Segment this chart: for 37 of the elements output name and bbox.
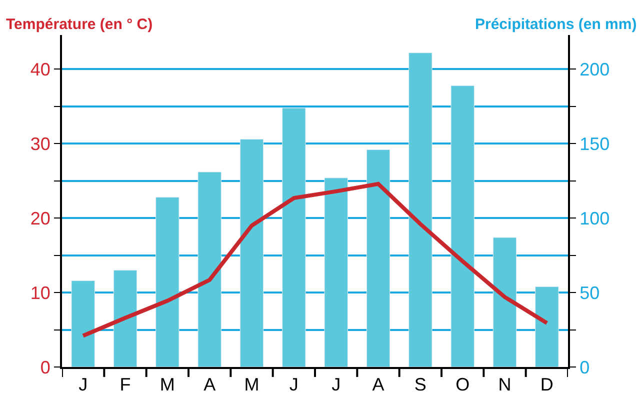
- bar: [535, 286, 559, 367]
- y-tick-label: 10: [30, 282, 50, 303]
- x-tick-label: O: [456, 374, 470, 395]
- bar: [156, 197, 180, 367]
- y-tick-label: 40: [30, 60, 50, 80]
- y2-axis-title: Précipitations (en mm): [475, 16, 637, 33]
- x-tick-label: A: [372, 374, 384, 395]
- y2-tick-label: 100: [580, 208, 610, 228]
- y2-tick-label: 200: [580, 60, 610, 80]
- y-tick-label: 0: [40, 357, 50, 378]
- y2-tick-label: 50: [580, 282, 600, 303]
- bar: [324, 178, 348, 367]
- y2-tick-label: 150: [580, 134, 610, 154]
- bar: [113, 270, 138, 367]
- bar: [282, 108, 306, 367]
- x-tick-label: J: [289, 374, 298, 395]
- y-tick-label: 30: [30, 134, 50, 154]
- x-tick-label: N: [498, 374, 512, 395]
- x-tick-label: A: [204, 374, 216, 395]
- x-tick-label: M: [244, 374, 260, 395]
- bar: [450, 85, 474, 367]
- bar: [408, 52, 432, 367]
- bar: [71, 280, 95, 367]
- x-tick-label: D: [540, 374, 554, 395]
- bar: [492, 237, 517, 367]
- x-tick-label: F: [120, 374, 131, 395]
- x-tick-label: M: [160, 374, 175, 395]
- y-tick-label: 20: [30, 208, 50, 228]
- x-tick-label: S: [414, 374, 426, 395]
- bar: [198, 172, 222, 367]
- x-tick-label: J: [78, 374, 88, 395]
- y-axis-title: Température (en ° C): [6, 16, 153, 33]
- line-series: [81, 182, 549, 338]
- bar: [366, 149, 390, 367]
- bar: [240, 138, 264, 367]
- x-tick-label: J: [332, 374, 341, 395]
- y2-tick-label: 0: [580, 357, 590, 378]
